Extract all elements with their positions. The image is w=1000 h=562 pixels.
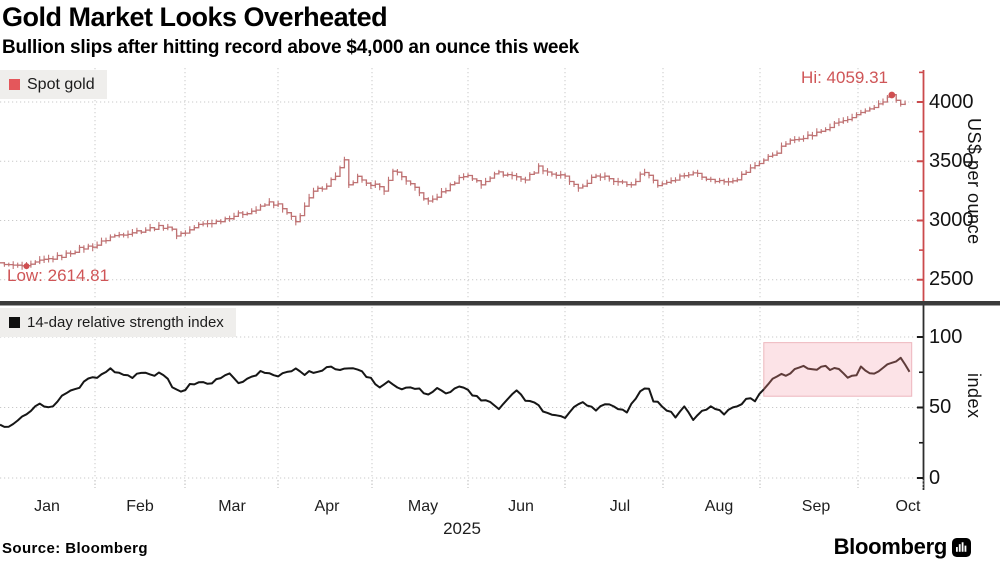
- month-label-aug: Aug: [704, 498, 734, 515]
- panel-divider: [0, 301, 1000, 306]
- year-label: 2025: [443, 519, 481, 538]
- price-tick-3000: 3000: [929, 209, 974, 231]
- rsi-axis-title: index: [964, 373, 984, 419]
- source-credit: Source: Bloomberg: [2, 540, 148, 557]
- month-label-jun: Jun: [508, 498, 534, 515]
- legend-rsi-label: 14-day relative strength index: [27, 314, 224, 331]
- spot-gold-swatch-icon: [9, 79, 20, 90]
- page-subtitle: Bullion slips after hitting record above…: [2, 37, 580, 58]
- month-label-apr: Apr: [314, 498, 340, 515]
- rsi-tick-100: 100: [929, 326, 963, 348]
- price-axis-title: US$ per ounce: [964, 118, 984, 245]
- price-tick-3500: 3500: [929, 150, 974, 172]
- rsi-tick-50: 50: [929, 396, 952, 418]
- rsi-tick-0: 0: [929, 467, 941, 489]
- axis-ticks: [94, 71, 924, 488]
- legend-spot-gold: Spot gold: [0, 70, 107, 99]
- month-label-sep: Sep: [801, 498, 831, 515]
- legend-rsi: 14-day relative strength index: [0, 308, 236, 337]
- bloomberg-wordmark: Bloomberg: [833, 534, 948, 559]
- gold-series: [0, 92, 906, 270]
- month-label-mar: Mar: [218, 498, 246, 515]
- month-label-may: May: [407, 498, 439, 515]
- gridlines: [0, 68, 923, 479]
- high-annotation: Hi: 4059.31: [801, 68, 888, 87]
- rsi-series: [0, 356, 911, 428]
- hi-low-markers: [23, 91, 896, 270]
- page-title: Gold Market Looks Overheated: [2, 2, 388, 32]
- price-tick-2500: 2500: [929, 268, 974, 290]
- price-tick-4000: 4000: [929, 91, 974, 113]
- month-label-feb: Feb: [126, 498, 154, 515]
- month-label-oct: Oct: [895, 498, 921, 515]
- month-label-jul: Jul: [609, 498, 631, 515]
- month-label-jan: Jan: [34, 498, 60, 515]
- bloomberg-logo: Bloomberg: [834, 534, 971, 560]
- legend-spot-gold-label: Spot gold: [27, 75, 95, 93]
- rsi-swatch-icon: [9, 317, 20, 328]
- low-annotation: Low: 2614.81: [7, 266, 110, 285]
- bloomberg-bars-icon: [952, 537, 971, 557]
